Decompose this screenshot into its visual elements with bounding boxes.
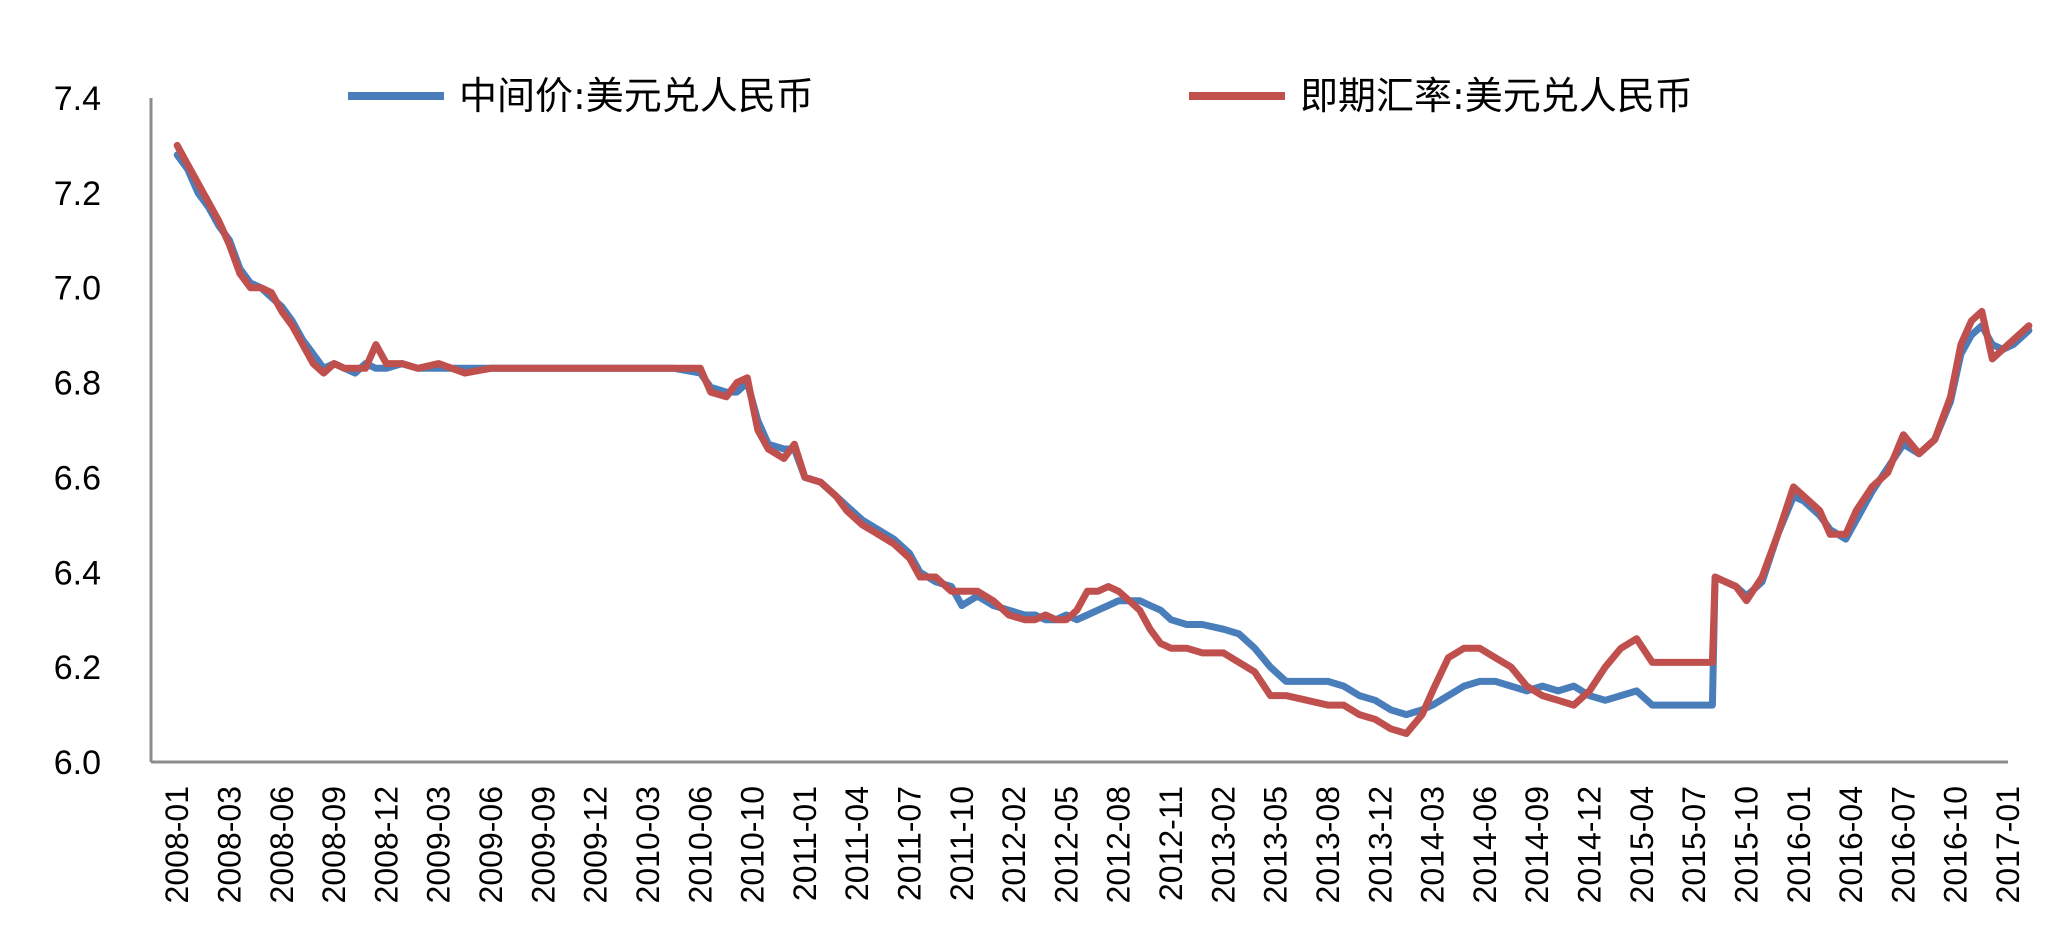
x-tick-label: 2013-08: [1310, 786, 1346, 903]
x-tick-label: 2010-06: [682, 786, 718, 903]
series-line-0: [173, 151, 2033, 719]
x-tick-label: 2011-07: [891, 786, 927, 901]
x-tick-label: 2013-12: [1362, 786, 1398, 903]
y-tick-label: 6.2: [54, 649, 101, 687]
x-tick-label: 2016-07: [1885, 786, 1921, 903]
x-tick-label: 2013-05: [1258, 786, 1294, 903]
x-tick-label: 2015-10: [1728, 786, 1764, 903]
x-tick-label: 2017-01: [1990, 786, 2026, 903]
y-tick-label: 6.6: [54, 459, 101, 497]
x-tick-label: 2010-03: [630, 786, 666, 903]
y-tick-label: 6.0: [54, 744, 101, 782]
x-tick-label: 2014-03: [1415, 786, 1451, 903]
y-axis-ticks: 6.0 6.2 6.4 6.6 6.8 7.0 7.2 7.4: [54, 80, 101, 782]
x-tick-label: 2008-12: [368, 786, 404, 903]
y-tick-label: 7.0: [54, 270, 101, 308]
x-tick-label: 2009-12: [578, 786, 614, 903]
x-tick-label: 2008-01: [159, 786, 195, 903]
x-tick-label: 2009-06: [473, 786, 509, 903]
x-tick-label: 2012-11: [1153, 786, 1189, 901]
x-tick-label: 2012-08: [1101, 786, 1137, 903]
x-tick-label: 2016-10: [1938, 786, 1974, 903]
legend-label-series-0: 中间价:美元兑人民币: [459, 74, 814, 118]
y-tick-label: 7.2: [54, 175, 101, 213]
legend: 中间价:美元兑人民币 即期汇率:美元兑人民币: [348, 74, 1693, 118]
x-axis-ticks: 2008-01 2008-03 2008-06 2008-09 2008-12 2009-…: [159, 786, 2026, 903]
x-tick-label: 2008-09: [316, 786, 352, 903]
x-tick-label: 2014-12: [1572, 786, 1608, 903]
x-tick-label: 2012-02: [996, 786, 1032, 903]
x-tick-label: 2013-02: [1205, 786, 1241, 903]
y-tick-label: 6.4: [54, 554, 101, 592]
x-tick-label: 2010-10: [735, 786, 771, 903]
x-tick-label: 2011-01: [787, 786, 823, 901]
y-tick-label: 6.8: [54, 365, 101, 403]
x-tick-label: 2008-06: [264, 786, 300, 903]
x-tick-label: 2011-04: [839, 786, 875, 901]
x-tick-label: 2016-01: [1781, 786, 1817, 903]
series-line-1: [173, 141, 2033, 737]
x-tick-label: 2009-09: [525, 786, 561, 903]
legend-label-series-1: 即期汇率:美元兑人民币: [1300, 74, 1693, 118]
x-tick-label: 2014-09: [1519, 786, 1555, 903]
x-tick-label: 2014-06: [1467, 786, 1503, 903]
x-tick-label: 2012-05: [1048, 786, 1084, 903]
x-tick-label: 2009-03: [421, 786, 457, 903]
x-tick-label: 2008-03: [211, 786, 247, 903]
x-tick-label: 2016-04: [1833, 786, 1869, 903]
x-tick-label: 2015-04: [1624, 786, 1660, 903]
x-tick-label: 2015-07: [1676, 786, 1712, 903]
series-lines: [173, 141, 2033, 737]
y-tick-label: 7.4: [54, 80, 101, 118]
x-tick-label: 2011-10: [944, 786, 980, 901]
